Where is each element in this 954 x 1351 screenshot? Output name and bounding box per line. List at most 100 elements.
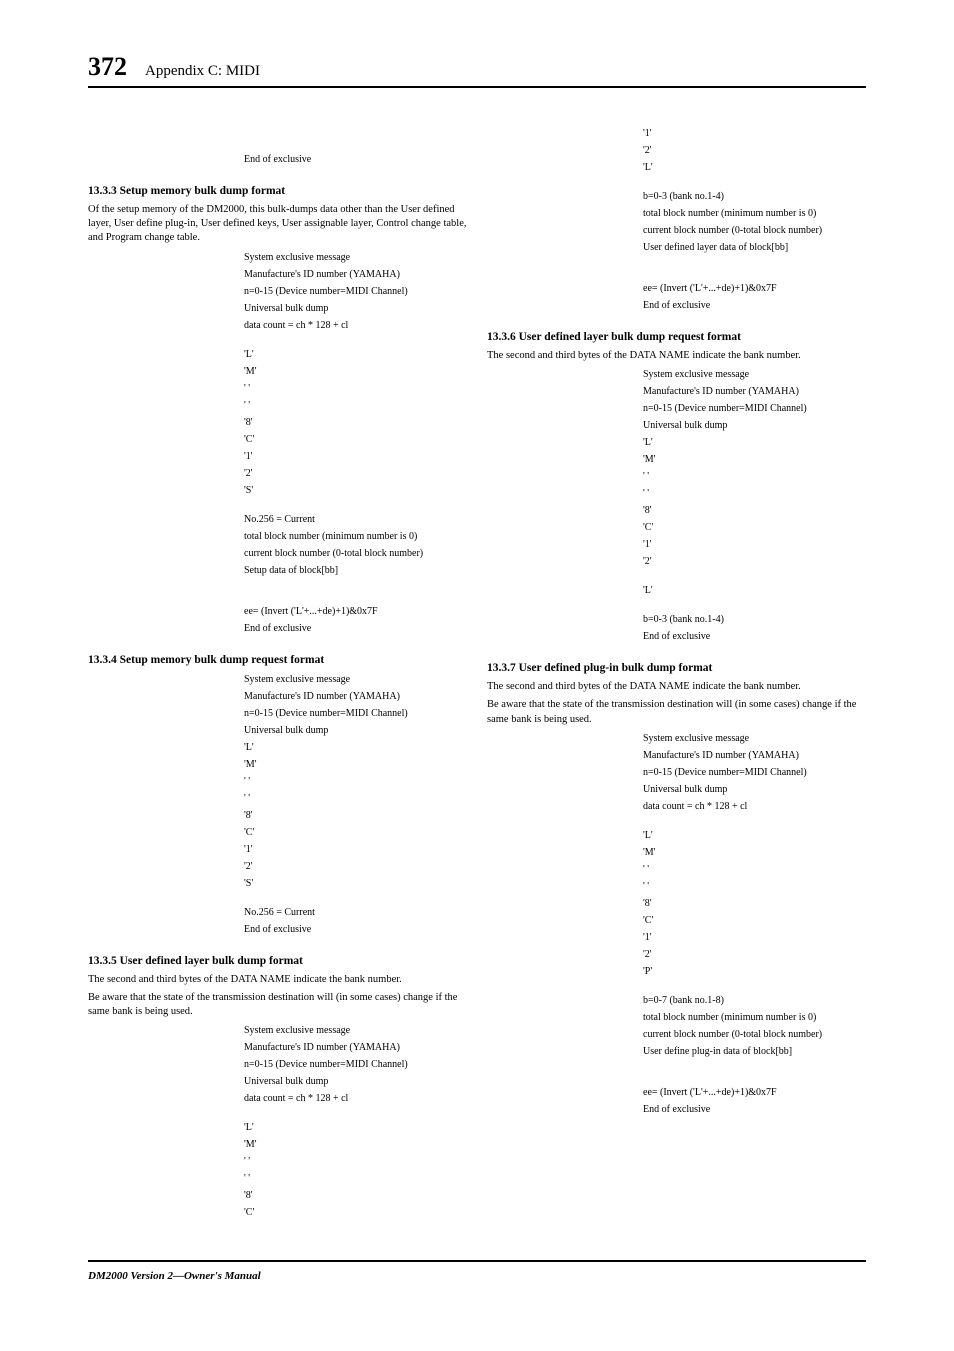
- text-line: '2': [643, 554, 866, 569]
- section-intro: The second and third bytes of the DATA N…: [88, 973, 467, 987]
- text-line: ' ': [643, 862, 866, 877]
- text-line: ' ': [643, 879, 866, 894]
- text-line: 'C': [643, 913, 866, 928]
- text-line: System exclusive message: [643, 367, 866, 382]
- text-line: End of exclusive: [643, 298, 866, 313]
- text-line: '8': [643, 503, 866, 518]
- text-line: Manufacture's ID number (YAMAHA): [244, 689, 467, 704]
- text-line: ' ': [244, 381, 467, 396]
- desc-block: '1' '2' 'L' b=0-3 (bank no.1-4) total block …: [487, 126, 866, 313]
- text-line: 'L': [244, 1120, 467, 1135]
- desc-block: System exclusive message Manufacture's ID…: [487, 731, 866, 1117]
- text-line: Manufacture's ID number (YAMAHA): [643, 384, 866, 399]
- section-heading-1333: 13.3.3 Setup memory bulk dump format: [88, 185, 467, 197]
- desc-block: System exclusive message Manufacture's ID…: [88, 672, 467, 937]
- text-line: '8': [244, 808, 467, 823]
- text-line: 'P': [643, 964, 866, 979]
- text-line: '1': [244, 449, 467, 464]
- text-line: '2': [643, 143, 866, 158]
- text-line: 'M': [643, 845, 866, 860]
- text-line: User defined layer data of block[bb]: [643, 240, 866, 255]
- content-columns: End of exclusive 13.3.3 Setup memory bul…: [88, 126, 866, 1222]
- text-line: b=0-7 (bank no.1-8): [643, 993, 866, 1008]
- text-line: Universal bulk dump: [643, 418, 866, 433]
- text-line: n=0-15 (Device number=MIDI Channel): [244, 284, 467, 299]
- section-heading-1336: 13.3.6 User defined layer bulk dump requ…: [487, 331, 866, 343]
- text-line: total block number (minimum number is 0): [643, 206, 866, 221]
- page-number: 372: [88, 52, 127, 82]
- text-line: 'M': [244, 1137, 467, 1152]
- text-line: total block number (minimum number is 0): [244, 529, 467, 544]
- text-line: 'L': [244, 347, 467, 362]
- section-intro: Be aware that the state of the transmiss…: [88, 991, 467, 1019]
- text-line: Setup data of block[bb]: [244, 563, 467, 578]
- text-line: current block number (0-total block numb…: [244, 546, 467, 561]
- section-intro: Of the setup memory of the DM2000, this …: [88, 203, 467, 246]
- text-line: 'L': [643, 435, 866, 450]
- text-line: '1': [244, 842, 467, 857]
- text-line: '8': [244, 415, 467, 430]
- text-line: 'L': [643, 160, 866, 175]
- text-line: 'C': [244, 432, 467, 447]
- text-line: System exclusive message: [643, 731, 866, 746]
- text-line: n=0-15 (Device number=MIDI Channel): [244, 1057, 467, 1072]
- desc-block: System exclusive message Manufacture's ID…: [487, 367, 866, 644]
- text-line: ' ': [643, 469, 866, 484]
- text-line: End of exclusive: [244, 922, 467, 937]
- text-line: 'S': [244, 483, 467, 498]
- text-line: '2': [643, 947, 866, 962]
- section-intro: The second and third bytes of the DATA N…: [487, 680, 866, 694]
- text-line: ' ': [244, 774, 467, 789]
- text-line: End of exclusive: [244, 152, 467, 167]
- desc-block: System exclusive messageManufacture's ID…: [88, 250, 467, 636]
- text-line: 'L': [643, 583, 866, 598]
- text-line: data count = ch * 128 + cl: [244, 318, 467, 333]
- text-line: '1': [643, 126, 866, 141]
- text-line: No.256 = Current: [244, 512, 467, 527]
- text-line: 'S': [244, 876, 467, 891]
- text-line: 'C': [643, 520, 866, 535]
- text-line: System exclusive message: [244, 250, 467, 265]
- text-line: current block number (0-total block numb…: [643, 223, 866, 238]
- text-line: ee= (Invert ('L'+...+de)+1)&0x7F: [244, 604, 467, 619]
- left-column: End of exclusive 13.3.3 Setup memory bul…: [88, 126, 467, 1222]
- text-line: 'M': [244, 364, 467, 379]
- text-line: End of exclusive: [643, 629, 866, 644]
- text-line: n=0-15 (Device number=MIDI Channel): [244, 706, 467, 721]
- text-line: b=0-3 (bank no.1-4): [643, 612, 866, 627]
- text-line: 'L': [643, 828, 866, 843]
- text-line: current block number (0-total block numb…: [643, 1027, 866, 1042]
- text-line: '8': [244, 1188, 467, 1203]
- text-line: ' ': [244, 1171, 467, 1186]
- page-header: 372 Appendix C: MIDI: [88, 52, 866, 88]
- section-intro: Be aware that the state of the transmiss…: [487, 698, 866, 726]
- text-line: ' ': [244, 398, 467, 413]
- text-line: b=0-3 (bank no.1-4): [643, 189, 866, 204]
- text-line: ee= (Invert ('L'+...+de)+1)&0x7F: [643, 281, 866, 296]
- section-heading-1337: 13.3.7 User defined plug-in bulk dump fo…: [487, 662, 866, 674]
- section-intro: The second and third bytes of the DATA N…: [487, 349, 866, 363]
- text-line: 'L': [244, 740, 467, 755]
- text-line: User define plug-in data of block[bb]: [643, 1044, 866, 1059]
- right-column: '1' '2' 'L' b=0-3 (bank no.1-4) total block …: [487, 126, 866, 1222]
- text-line: Universal bulk dump: [643, 782, 866, 797]
- text-line: total block number (minimum number is 0): [643, 1010, 866, 1025]
- text-line: ee= (Invert ('L'+...+de)+1)&0x7F: [643, 1085, 866, 1100]
- text-line: Manufacture's ID number (YAMAHA): [643, 748, 866, 763]
- text-line: '1': [643, 537, 866, 552]
- text-line: Universal bulk dump: [244, 301, 467, 316]
- text-line: n=0-15 (Device number=MIDI Channel): [643, 401, 866, 416]
- text-line: 'C': [244, 1205, 467, 1220]
- text-line: Universal bulk dump: [244, 723, 467, 738]
- text-line: data count = ch * 128 + cl: [643, 799, 866, 814]
- text-line: 'M': [643, 452, 866, 467]
- text-line: System exclusive message: [244, 672, 467, 687]
- text-line: '2': [244, 466, 467, 481]
- text-line: '1': [643, 930, 866, 945]
- text-line: n=0-15 (Device number=MIDI Channel): [643, 765, 866, 780]
- text-line: End of exclusive: [643, 1102, 866, 1117]
- text-line: End of exclusive: [244, 621, 467, 636]
- text-line: '2': [244, 859, 467, 874]
- text-line: 'M': [244, 757, 467, 772]
- footer-text: DM2000 Version 2—Owner's Manual: [88, 1260, 866, 1282]
